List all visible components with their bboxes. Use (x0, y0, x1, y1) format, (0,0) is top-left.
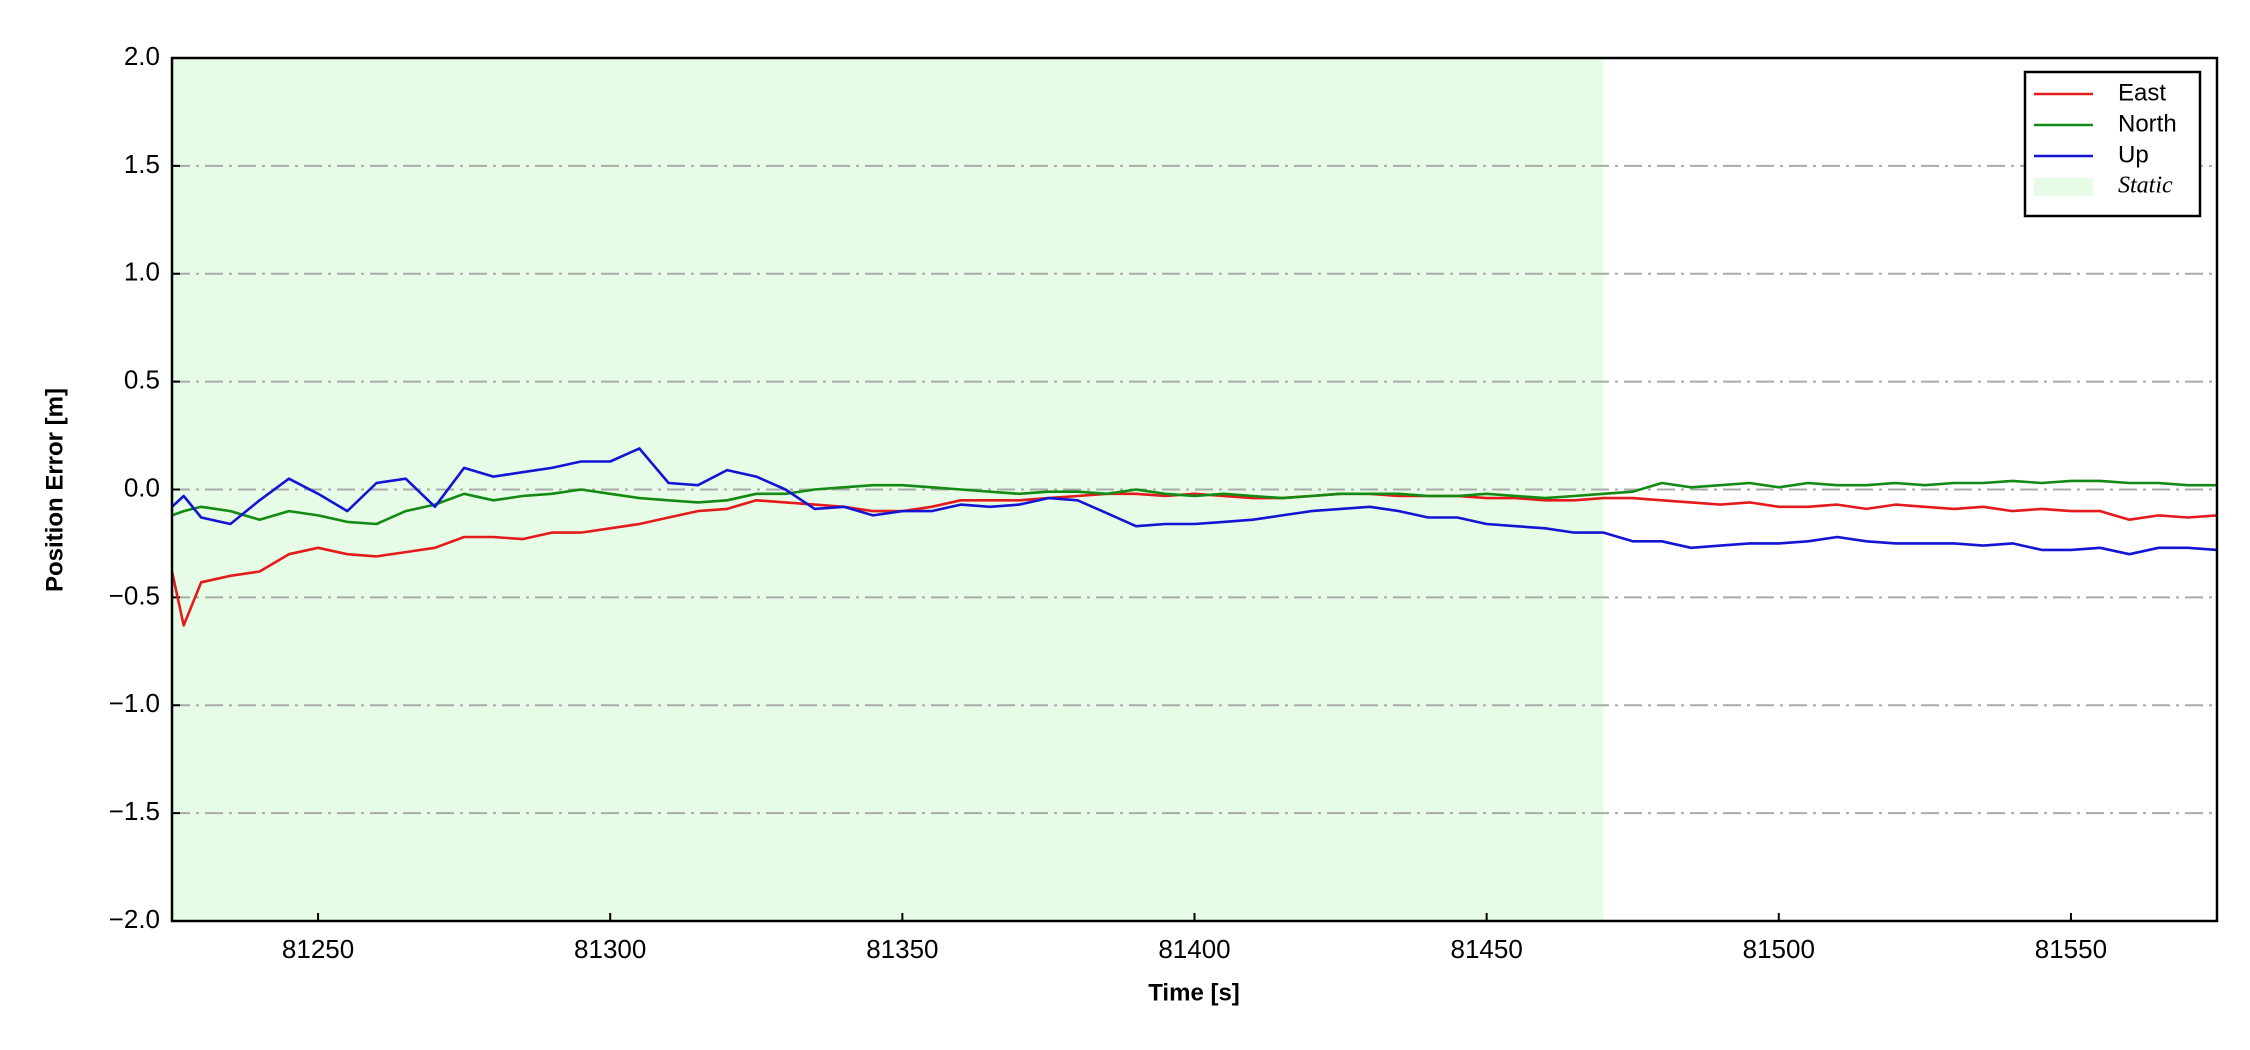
y-tick-label: 0.5 (124, 365, 160, 395)
x-tick-label: 81250 (282, 934, 354, 964)
x-tick-label: 81550 (2035, 934, 2107, 964)
x-tick-label: 81300 (574, 934, 646, 964)
y-tick-label: 0.0 (124, 472, 160, 502)
y-tick-label: −1.0 (109, 688, 160, 718)
legend: East North Up Static (2023, 70, 2202, 218)
x-tick-label: 81400 (1158, 934, 1230, 964)
x-tick-label: 81450 (1450, 934, 1522, 964)
y-tick-label: −0.5 (109, 580, 160, 610)
x-axis-label: Time [s] (1148, 979, 1240, 1006)
plot-frame (170, 56, 2219, 923)
legend-label: Static (2118, 173, 2173, 199)
y-tick-label: −1.5 (109, 796, 160, 826)
x-tick-label: 81350 (866, 934, 938, 964)
x-tick-label: 81500 (1743, 934, 1815, 964)
y-tick-label: 1.5 (124, 149, 160, 179)
data-line (171, 447, 2218, 556)
y-tick-label: −2.0 (109, 904, 160, 934)
legend-label: East (2118, 79, 2166, 106)
y-tick-label: 2.0 (124, 41, 160, 71)
legend-swatch (2034, 178, 2093, 196)
y-axis-label: Position Error [m] (41, 388, 68, 592)
data-line (171, 479, 2217, 526)
legend-label: Up (2118, 141, 2149, 168)
legend-label: North (2118, 110, 2177, 137)
y-tick-label: 1.0 (124, 257, 160, 287)
